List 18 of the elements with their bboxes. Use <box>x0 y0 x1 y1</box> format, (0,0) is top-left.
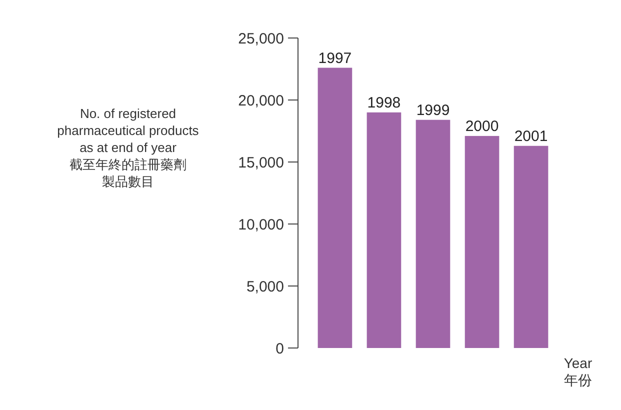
y-tick-label: 5,000 <box>246 278 284 296</box>
bar <box>464 136 500 348</box>
bar <box>416 120 450 348</box>
y-tick-label: 20,000 <box>238 92 284 110</box>
y-tick-label: 10,000 <box>238 216 284 234</box>
y-tick-label: 15,000 <box>238 154 284 172</box>
x-tick-label: 1999 <box>416 102 450 119</box>
y-tick-label: 0 <box>276 340 284 358</box>
x-tick-label: 2000 <box>465 118 499 135</box>
x-axis-title: Year 年份 <box>564 355 592 388</box>
bar <box>318 68 352 348</box>
y-axis-title: No. of registered pharmaceutical products as at end of year 截至年終的註冊藥劑製品數目 <box>57 106 200 189</box>
bar <box>366 112 402 348</box>
x-tick-label: 1998 <box>367 94 401 112</box>
x-tick-label: 1997 <box>318 50 352 67</box>
bar <box>514 146 548 348</box>
x-tick-label: 2001 <box>514 128 548 145</box>
y-tick-label: 25,000 <box>238 30 284 48</box>
